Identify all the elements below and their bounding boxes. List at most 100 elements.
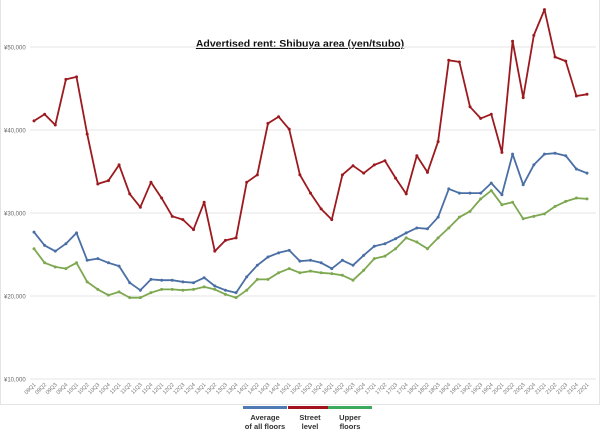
data-point xyxy=(298,271,302,275)
data-point xyxy=(415,154,419,158)
data-point xyxy=(64,242,68,246)
data-point xyxy=(309,191,312,195)
data-point xyxy=(383,242,387,246)
data-point xyxy=(32,230,36,234)
gridlines xyxy=(30,46,596,380)
data-point xyxy=(521,96,525,100)
data-point xyxy=(170,278,174,282)
data-point xyxy=(457,60,461,64)
data-point xyxy=(234,236,238,240)
data-point xyxy=(564,199,568,203)
data-point xyxy=(309,258,312,262)
x-tick-label: 11Q1 xyxy=(109,382,122,395)
data-point xyxy=(223,288,227,292)
data-point xyxy=(32,119,36,123)
data-point xyxy=(362,253,366,257)
data-point xyxy=(436,140,440,144)
data-point xyxy=(181,218,185,222)
data-point xyxy=(160,278,164,282)
data-point xyxy=(245,275,249,279)
data-point xyxy=(32,247,36,251)
data-point xyxy=(85,132,89,136)
data-point xyxy=(330,218,334,222)
data-point xyxy=(394,237,398,241)
legend-item-street: Street level xyxy=(280,406,340,431)
data-point xyxy=(85,258,89,262)
data-point xyxy=(489,181,493,185)
data-point xyxy=(532,163,536,167)
data-point xyxy=(574,94,578,98)
data-point xyxy=(266,121,270,125)
y-tick-label: ¥20,000 xyxy=(4,295,26,301)
data-point xyxy=(351,278,355,282)
legend-swatch-upper xyxy=(328,406,372,409)
data-point xyxy=(287,248,291,252)
data-point xyxy=(351,263,355,267)
data-point xyxy=(192,281,196,285)
data-point xyxy=(425,170,429,174)
data-point xyxy=(138,205,142,209)
data-point xyxy=(500,193,504,197)
data-point xyxy=(106,179,110,183)
data-point xyxy=(404,231,408,235)
data-point xyxy=(213,287,217,291)
data-point xyxy=(404,236,408,240)
data-point xyxy=(213,249,217,253)
data-point xyxy=(138,296,142,300)
data-point xyxy=(372,244,376,248)
data-point xyxy=(553,55,557,59)
data-point xyxy=(53,249,57,253)
data-point xyxy=(330,272,334,276)
data-point xyxy=(277,271,281,275)
data-point xyxy=(500,203,504,207)
x-axis-labels: 09Q109Q209Q309Q410Q110Q210Q310Q411Q111Q2… xyxy=(24,382,591,396)
data-point xyxy=(64,267,68,271)
x-tick-label: 11Q2 xyxy=(120,382,133,395)
data-point xyxy=(309,269,312,273)
data-point xyxy=(255,263,259,267)
data-point xyxy=(223,238,227,242)
series-average-of-all-floors xyxy=(32,151,589,295)
data-point xyxy=(425,227,429,231)
data-point xyxy=(223,292,227,296)
legend-swatch-street xyxy=(288,406,332,409)
data-point xyxy=(149,180,153,184)
data-point xyxy=(479,191,483,195)
data-point xyxy=(43,243,47,247)
legend-label-upper: Upper floors xyxy=(339,413,361,431)
data-point xyxy=(75,261,79,265)
data-point xyxy=(298,259,302,263)
data-point xyxy=(234,296,238,300)
y-tick-label: ¥50,000 xyxy=(4,46,26,52)
data-point xyxy=(192,287,196,291)
data-point xyxy=(117,163,121,167)
y-tick-label: ¥10,000 xyxy=(4,378,26,384)
line-chart-plot: ¥50,000 ¥40,000 ¥30,000 ¥20,000 ¥10,000 09Q1… xyxy=(4,8,596,396)
data-point xyxy=(511,152,515,156)
data-point xyxy=(53,123,57,127)
chart-legend: Average of all floors Street level Upper… xyxy=(0,402,600,440)
data-point xyxy=(564,154,568,158)
data-point xyxy=(404,192,408,196)
data-point xyxy=(500,150,504,154)
data-point xyxy=(106,261,110,265)
data-point xyxy=(585,197,589,201)
data-series xyxy=(32,8,589,300)
data-point xyxy=(585,171,589,175)
data-point xyxy=(415,240,419,244)
data-point xyxy=(170,287,174,291)
data-point xyxy=(521,217,525,221)
data-point xyxy=(319,261,323,265)
data-point xyxy=(394,247,398,251)
data-point xyxy=(340,273,344,277)
data-point xyxy=(447,58,451,62)
legend-swatch-average xyxy=(243,406,287,409)
data-point xyxy=(532,33,536,37)
data-point xyxy=(192,228,196,232)
data-point xyxy=(330,267,334,271)
data-point xyxy=(468,105,472,109)
data-point xyxy=(372,257,376,261)
data-point xyxy=(298,173,302,177)
data-point xyxy=(564,59,568,63)
data-point xyxy=(574,196,578,200)
